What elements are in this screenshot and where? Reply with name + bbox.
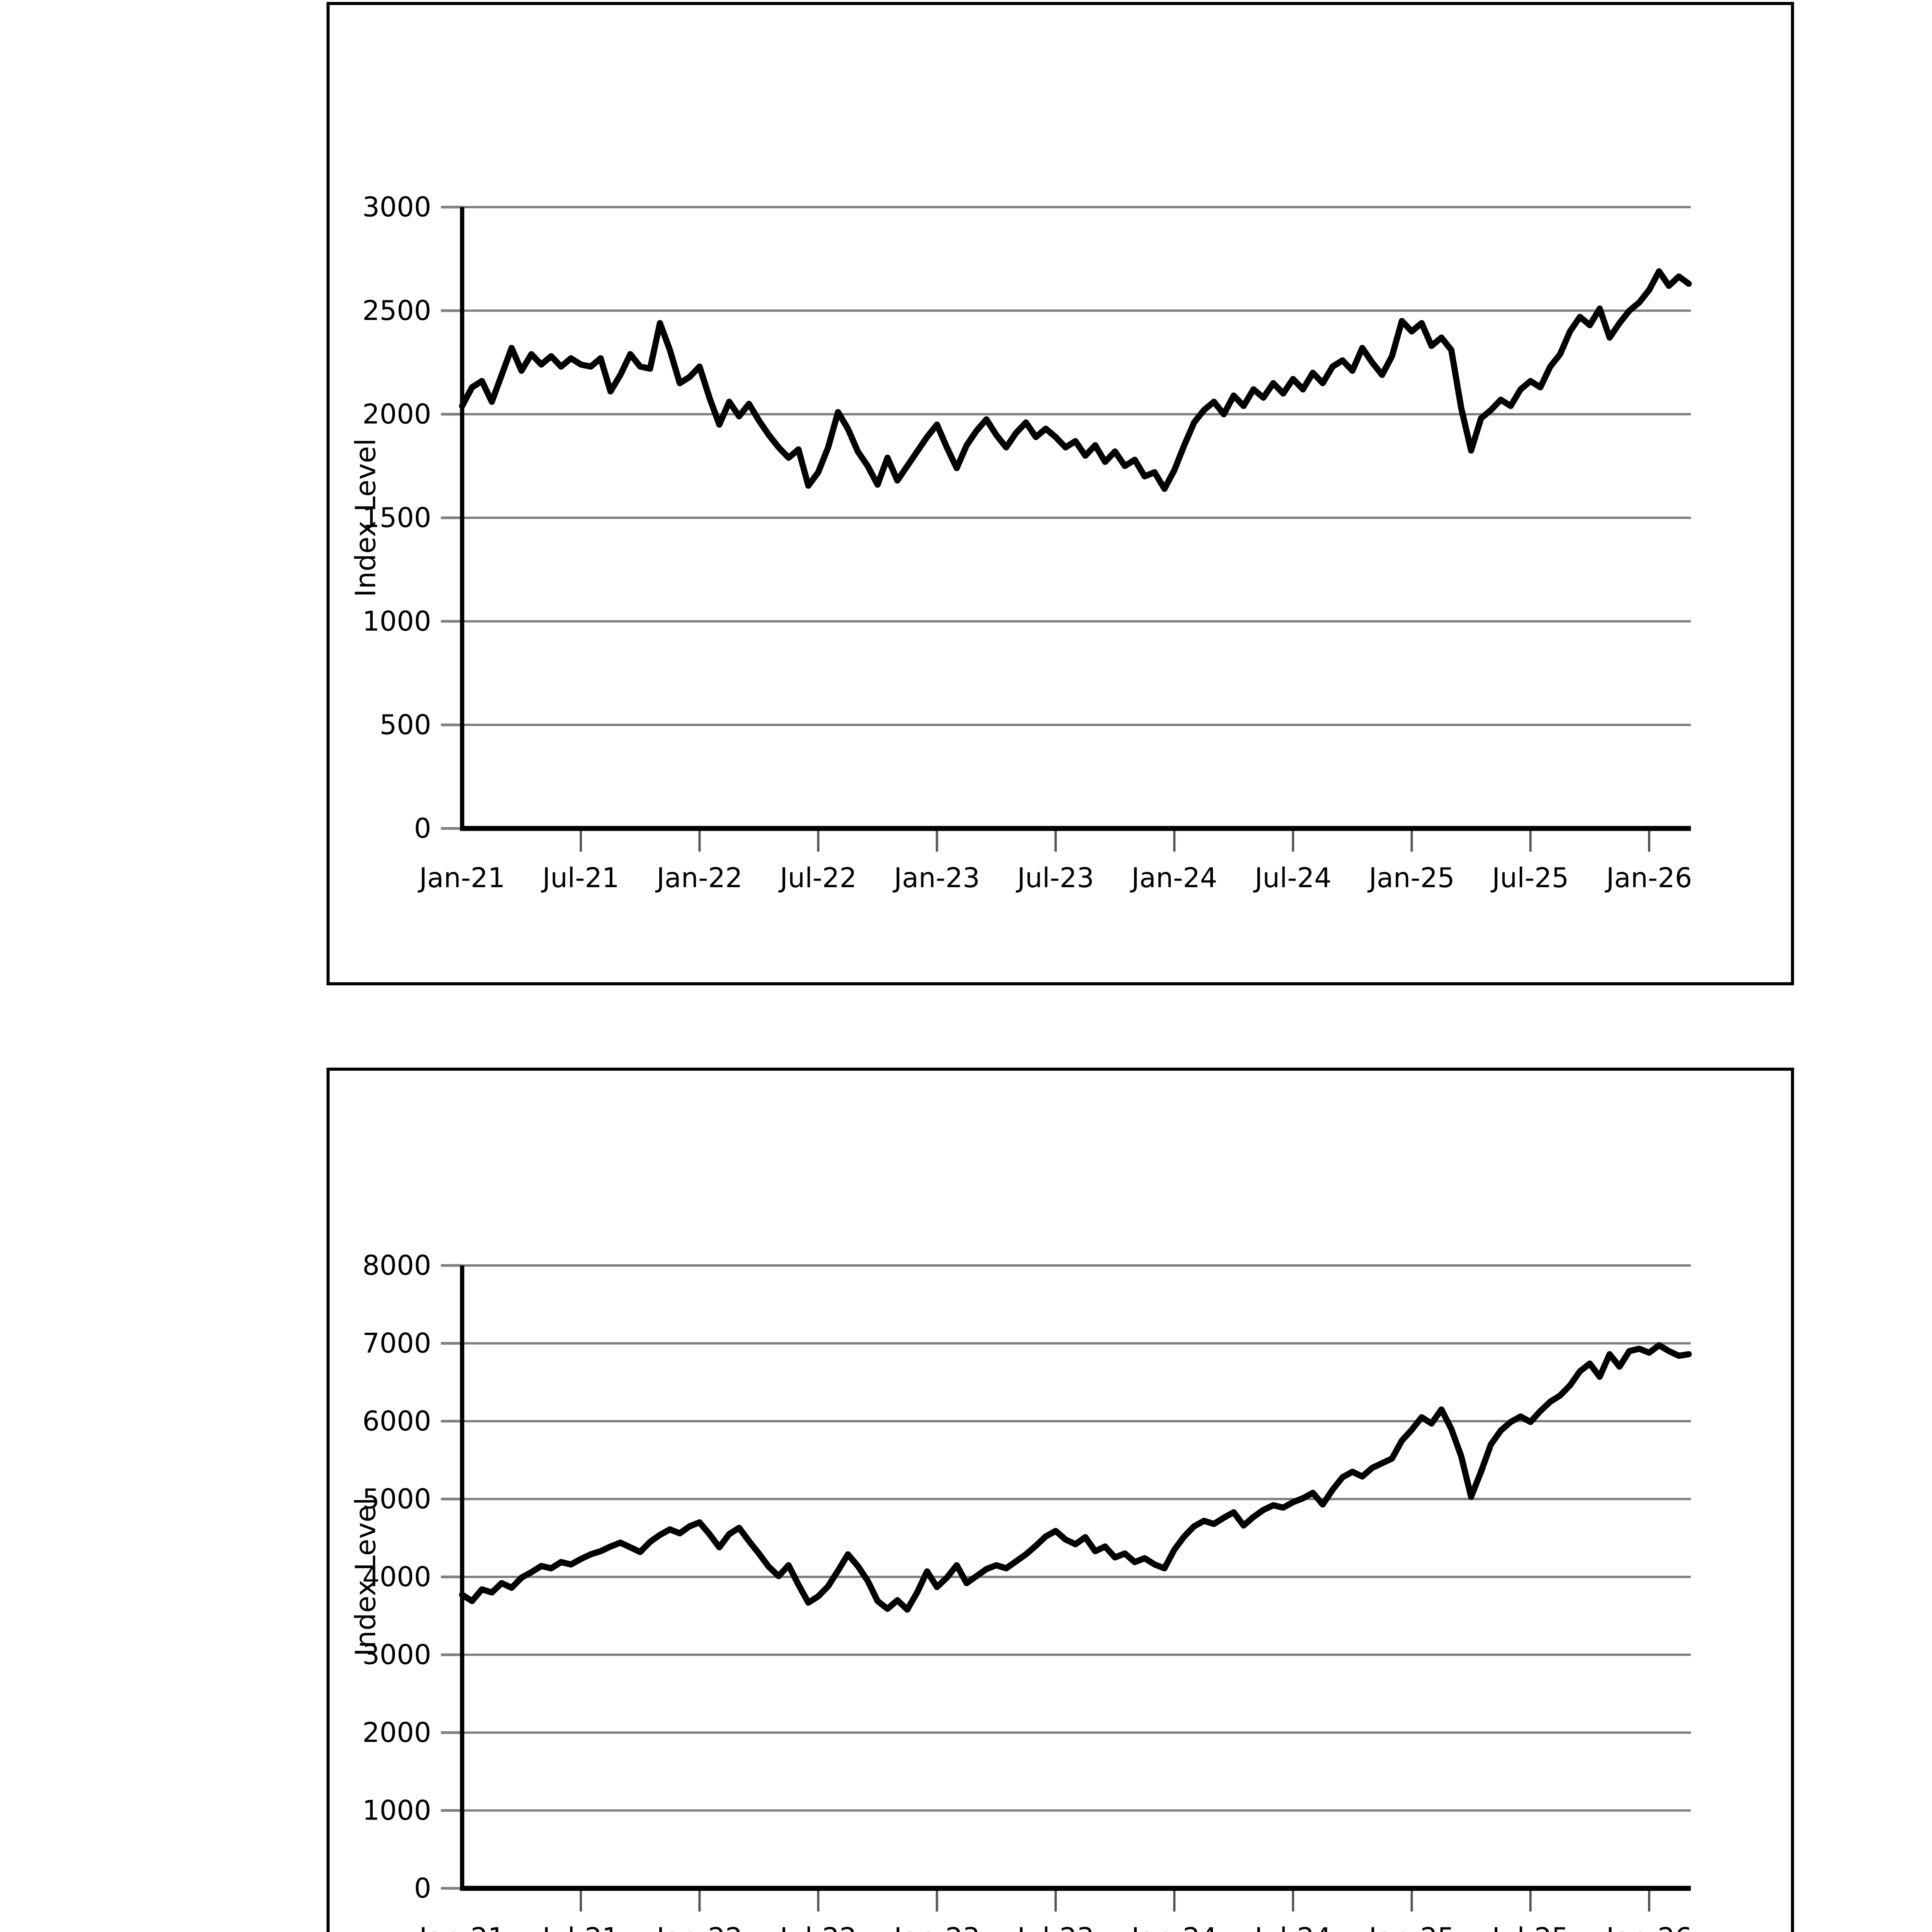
line-chart-0: 0 500 1000 1500 2000 2500 3000 Jan-21 Jul-21 Jan-… [349, 191, 1692, 894]
y-tick-label: 3000 [362, 1639, 431, 1671]
line-chart-1: 0 1000 2000 3000 4000 5000 6000 7000 8000 Jan-21 J… [349, 1250, 1692, 1932]
x-tick-label: Jan-25 [1367, 1922, 1454, 1932]
x-tick-label: Jul-24 [1253, 862, 1332, 894]
x-tick-label: Jan-25 [1367, 862, 1454, 894]
x-tick-label: Jul-23 [1016, 862, 1094, 894]
x-tick-label: Jan-24 [1130, 1922, 1217, 1932]
y-tick-label: 8000 [362, 1250, 431, 1281]
y-tick-label: 6000 [362, 1405, 431, 1437]
x-tick-label: Jul-22 [778, 1922, 857, 1932]
x-tick-label: Jan-23 [893, 1922, 980, 1932]
x-tick-label: Jan-22 [655, 862, 742, 894]
x-tick-label: Jan-22 [655, 1922, 742, 1932]
y-axis-title: Index Level [349, 1497, 382, 1656]
y-tick-label: 2500 [362, 295, 431, 327]
y-tick-label: 500 [379, 709, 431, 741]
y-tick-label: 1500 [362, 502, 431, 534]
y-tick-label: 5000 [362, 1483, 431, 1515]
x-tick-label: Jul-22 [778, 862, 857, 894]
y-tick-label: 3000 [362, 191, 431, 223]
x-tick-label: Jul-23 [1016, 1922, 1094, 1932]
y-tick-label: 4000 [362, 1561, 431, 1593]
x-tick-label: Jul-24 [1253, 1922, 1332, 1932]
y-tick-label: 0 [414, 1872, 431, 1904]
x-tick-label: Jan-24 [1130, 862, 1217, 894]
x-tick-label: Jul-21 [541, 862, 619, 894]
y-tick-label: 1000 [362, 605, 431, 637]
index-line [459, 1342, 1692, 1613]
index-line [459, 268, 1692, 492]
y-tick-label: 2000 [362, 1717, 431, 1748]
x-tick-label: Jan-23 [893, 862, 980, 894]
y-tick-label: 1000 [362, 1795, 431, 1827]
chart-panel-bottom: 0 1000 2000 3000 4000 5000 6000 7000 8000 Jan-21 J… [327, 1068, 1794, 1932]
x-tick-label: Jan-21 [418, 1922, 505, 1932]
x-tick-label: Jan-21 [418, 862, 505, 894]
chart-panel-top: 0 500 1000 1500 2000 2500 3000 Jan-21 Jul-21 Jan-… [327, 2, 1794, 985]
y-tick-label: 7000 [362, 1328, 431, 1359]
x-tick-label: Jul-21 [541, 1922, 619, 1932]
y-tick-label: 2000 [362, 398, 431, 430]
y-tick-label: 0 [414, 813, 431, 844]
x-tick-label: Jul-25 [1490, 1922, 1569, 1932]
x-tick-label: Jan-26 [1605, 1922, 1692, 1932]
y-axis-title: Index Level [349, 438, 382, 597]
x-tick-label: Jul-25 [1490, 862, 1569, 894]
x-tick-label: Jan-26 [1605, 862, 1692, 894]
